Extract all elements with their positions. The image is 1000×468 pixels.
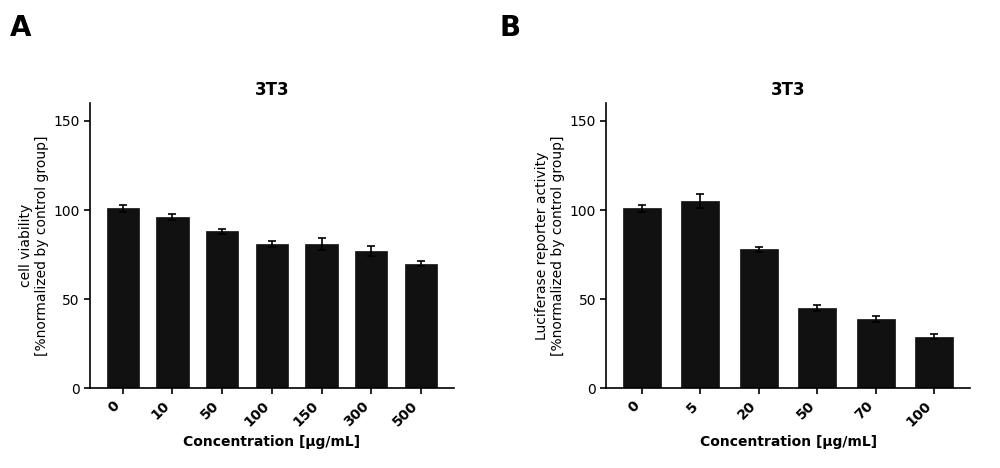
Bar (857, 319, 895, 388)
Bar (256, 244, 288, 388)
X-axis label: Concentration [μg/mL]: Concentration [μg/mL] (183, 435, 360, 449)
Bar (798, 308, 836, 388)
Y-axis label: cell viability
[%normalized by control group]: cell viability [%normalized by control g… (19, 135, 49, 356)
Bar (740, 249, 778, 388)
Text: B: B (500, 14, 521, 42)
Bar (156, 217, 189, 388)
Bar (681, 201, 719, 388)
Bar (405, 263, 437, 388)
Y-axis label: Luciferase reporter activity
[%normalized by control group]: Luciferase reporter activity [%normalize… (535, 135, 565, 356)
Bar (355, 251, 387, 388)
Bar (623, 208, 661, 388)
Bar (915, 336, 953, 388)
Text: A: A (10, 14, 32, 42)
Bar (107, 208, 139, 388)
Bar (305, 244, 338, 388)
Bar (206, 231, 238, 388)
X-axis label: Concentration [μg/mL]: Concentration [μg/mL] (700, 435, 877, 449)
Title: 3T3: 3T3 (255, 80, 289, 99)
Title: 3T3: 3T3 (771, 80, 805, 99)
